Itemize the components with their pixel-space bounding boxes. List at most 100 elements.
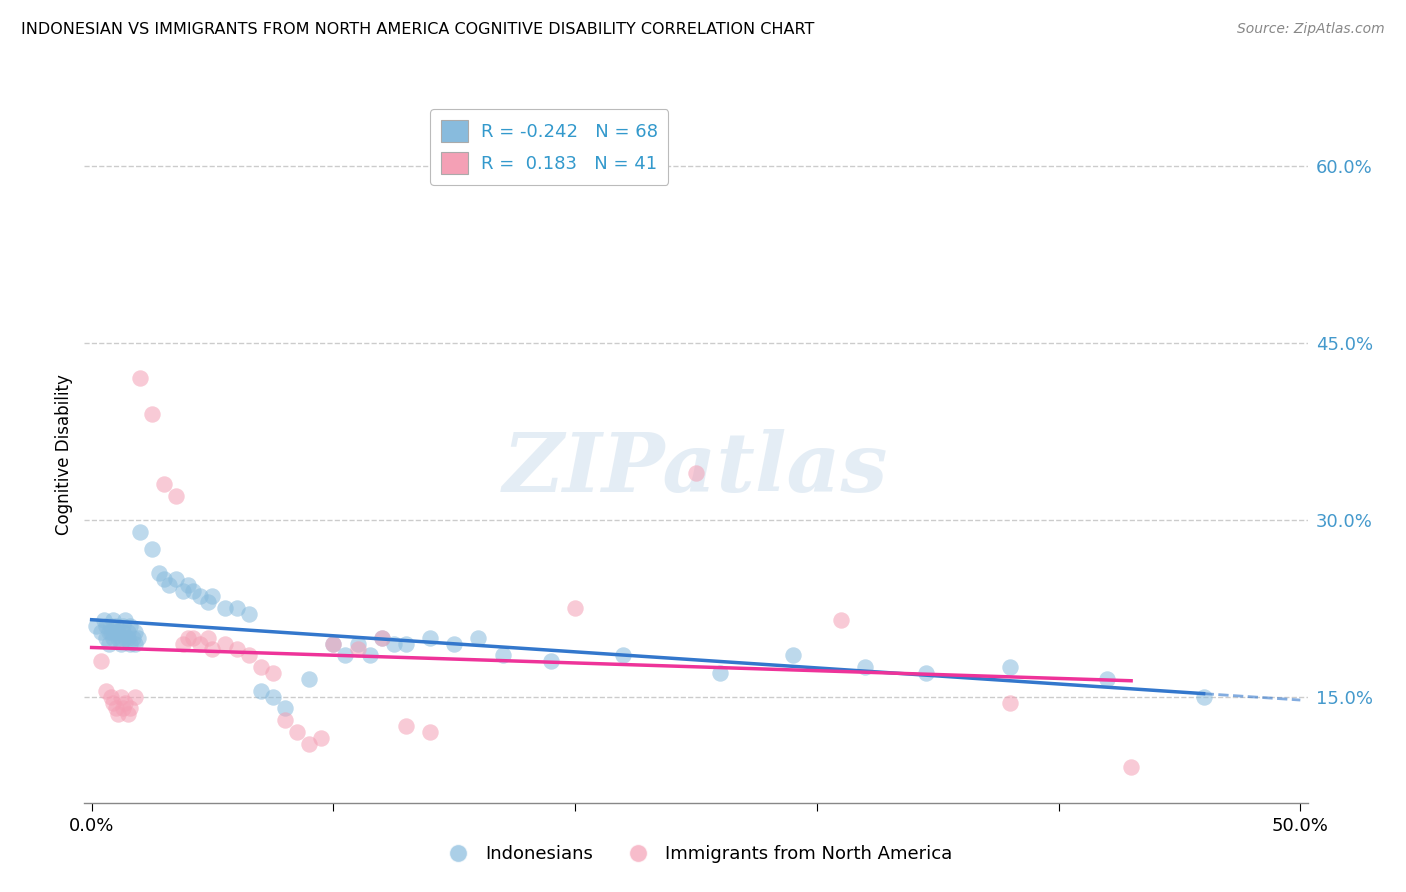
Point	[103, 631, 125, 645]
Point	[225, 642, 247, 657]
Point	[197, 631, 219, 645]
Point	[100, 690, 122, 704]
Point	[274, 701, 297, 715]
Point	[114, 631, 136, 645]
Point	[709, 666, 731, 681]
Point	[153, 477, 176, 491]
Point	[90, 654, 112, 668]
Point	[104, 624, 127, 639]
Point	[285, 725, 308, 739]
Point	[382, 637, 405, 651]
Point	[853, 660, 876, 674]
Point	[110, 631, 132, 645]
Point	[107, 707, 129, 722]
Point	[117, 624, 139, 639]
Point	[190, 637, 212, 651]
Point	[346, 637, 368, 651]
Point	[197, 595, 219, 609]
Point	[112, 701, 135, 715]
Point	[201, 590, 224, 604]
Point	[467, 631, 489, 645]
Point	[359, 648, 381, 663]
Point	[120, 701, 142, 715]
Point	[1119, 760, 1142, 774]
Point	[238, 648, 260, 663]
Point	[141, 542, 163, 557]
Point	[94, 683, 117, 698]
Point	[322, 637, 344, 651]
Point	[124, 624, 146, 639]
Point	[214, 637, 236, 651]
Point	[94, 631, 117, 645]
Point	[148, 566, 170, 580]
Point	[165, 572, 187, 586]
Point	[262, 666, 284, 681]
Point	[124, 637, 146, 651]
Point	[107, 631, 129, 645]
Point	[129, 371, 152, 385]
Point	[370, 631, 392, 645]
Point	[112, 624, 135, 639]
Point	[127, 631, 149, 645]
Point	[177, 577, 200, 591]
Point	[93, 613, 115, 627]
Point	[1000, 696, 1022, 710]
Point	[225, 601, 247, 615]
Point	[100, 624, 122, 639]
Point	[782, 648, 804, 663]
Point	[298, 737, 321, 751]
Point	[90, 624, 112, 639]
Point	[491, 648, 513, 663]
Point	[110, 690, 132, 704]
Point	[177, 631, 200, 645]
Point	[335, 648, 357, 663]
Y-axis label: Cognitive Disability: Cognitive Disability	[55, 375, 73, 535]
Point	[914, 666, 936, 681]
Point	[395, 719, 418, 733]
Point	[419, 725, 441, 739]
Point	[370, 631, 392, 645]
Point	[153, 572, 176, 586]
Point	[94, 619, 117, 633]
Point	[141, 407, 163, 421]
Point	[1000, 660, 1022, 674]
Point	[97, 624, 120, 639]
Point	[107, 624, 129, 639]
Point	[1192, 690, 1215, 704]
Point	[121, 631, 143, 645]
Point	[172, 583, 194, 598]
Point	[262, 690, 284, 704]
Point	[830, 613, 852, 627]
Point	[114, 613, 136, 627]
Legend: Indonesians, Immigrants from North America: Indonesians, Immigrants from North Ameri…	[433, 838, 959, 871]
Point	[540, 654, 562, 668]
Point	[112, 619, 135, 633]
Point	[172, 637, 194, 651]
Point	[104, 701, 127, 715]
Point	[181, 583, 204, 598]
Point	[97, 637, 120, 651]
Point	[238, 607, 260, 621]
Point	[190, 590, 212, 604]
Point	[100, 619, 122, 633]
Text: Source: ZipAtlas.com: Source: ZipAtlas.com	[1237, 22, 1385, 37]
Point	[181, 631, 204, 645]
Point	[564, 601, 586, 615]
Point	[250, 660, 273, 674]
Point	[104, 619, 127, 633]
Point	[201, 642, 224, 657]
Point	[250, 683, 273, 698]
Point	[157, 577, 180, 591]
Point	[165, 489, 187, 503]
Text: INDONESIAN VS IMMIGRANTS FROM NORTH AMERICA COGNITIVE DISABILITY CORRELATION CHA: INDONESIAN VS IMMIGRANTS FROM NORTH AMER…	[21, 22, 814, 37]
Point	[117, 631, 139, 645]
Point	[419, 631, 441, 645]
Text: ZIPatlas: ZIPatlas	[503, 429, 889, 508]
Point	[322, 637, 344, 651]
Point	[129, 524, 152, 539]
Point	[103, 613, 125, 627]
Point	[443, 637, 465, 651]
Point	[120, 619, 142, 633]
Point	[117, 707, 139, 722]
Point	[124, 690, 146, 704]
